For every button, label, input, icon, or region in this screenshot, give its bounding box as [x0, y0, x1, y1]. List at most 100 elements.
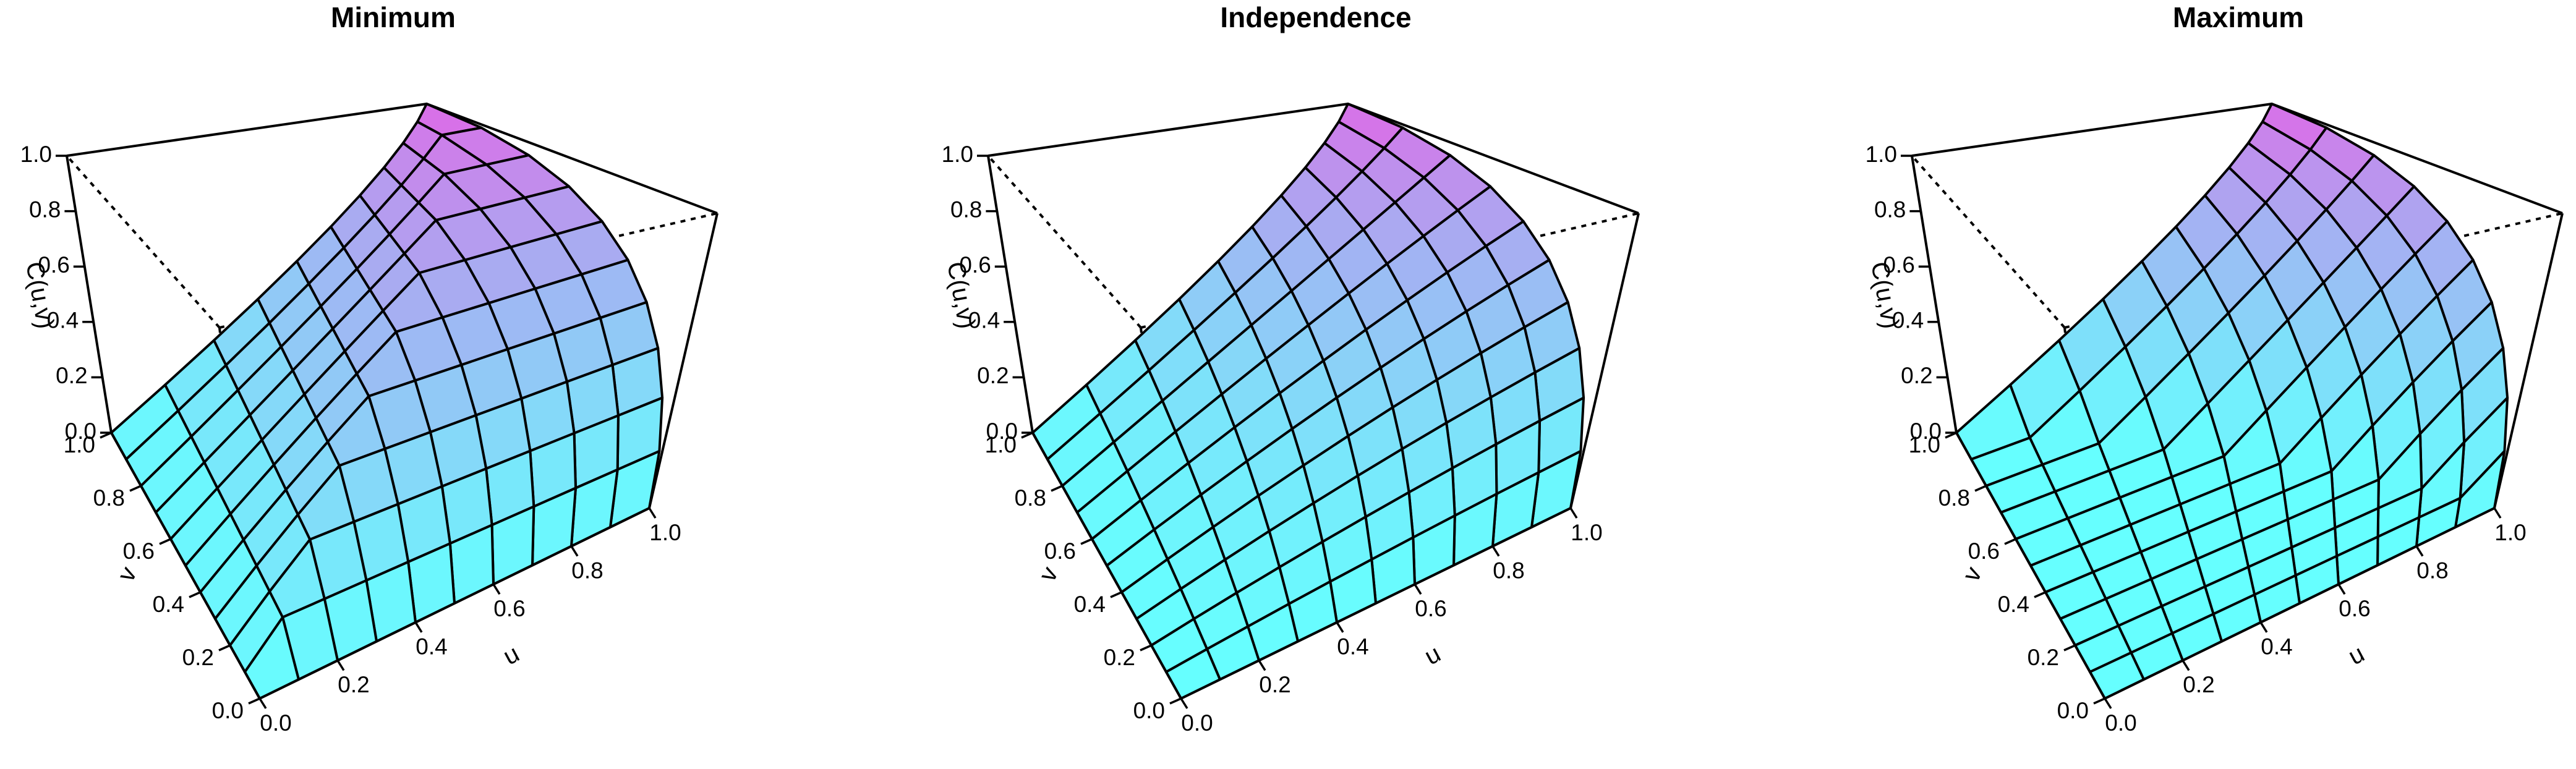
- u-tick-mark: [258, 698, 267, 709]
- panel-title: Maximum: [2173, 1, 2304, 33]
- v-axis-label: v: [113, 563, 142, 586]
- v-tick-label: 1.0: [1909, 432, 1940, 457]
- u-tick-mark: [336, 660, 345, 671]
- v-tick-label: 0.0: [212, 698, 244, 723]
- u-tick-label: 0.2: [2183, 672, 2214, 697]
- v-tick-mark: [2004, 538, 2016, 545]
- u-tick-label: 0.2: [1259, 672, 1290, 697]
- z-tick-label: 0.2: [1901, 363, 1932, 388]
- u-tick-mark: [414, 621, 423, 633]
- u-tick-mark: [1491, 545, 1500, 557]
- box-edge: [2271, 103, 2563, 215]
- v-tick-label: 0.4: [1074, 592, 1106, 617]
- v-tick-mark: [129, 485, 142, 492]
- u-tick-mark: [492, 584, 501, 595]
- box-edge: [987, 103, 1349, 157]
- v-tick-mark: [1974, 485, 1987, 492]
- v-tick-mark: [248, 697, 260, 705]
- v-axis-label: v: [1958, 563, 1987, 586]
- v-tick-mark: [218, 644, 231, 652]
- hidden-edge: [987, 155, 1142, 329]
- v-tick-mark: [1169, 697, 1182, 705]
- v-tick-label: 0.4: [153, 592, 184, 617]
- v-tick-label: 0.0: [1133, 698, 1165, 723]
- u-tick-label: 0.8: [571, 558, 603, 583]
- z-tick-label: 0.0: [65, 418, 96, 444]
- u-tick-mark: [1569, 508, 1578, 519]
- z-tick-label: 0.6: [38, 252, 69, 278]
- z-tick-label: 0.4: [1892, 308, 1924, 333]
- box-edge: [1031, 432, 1182, 699]
- v-tick-mark: [1140, 644, 1152, 652]
- v-tick-label: 1.0: [985, 432, 1017, 457]
- z-tick-label: 0.2: [56, 363, 87, 388]
- u-tick-mark: [1258, 660, 1266, 671]
- panel-minimum: Minimum0.00.20.40.60.81.0C(u,v)0.00.20.4…: [20, 1, 719, 736]
- v-tick-mark: [1110, 591, 1122, 598]
- v-tick-mark: [1080, 538, 1093, 545]
- v-tick-mark: [2093, 697, 2105, 705]
- box-edge: [987, 155, 1034, 433]
- z-tick-label: 0.6: [959, 252, 991, 278]
- u-tick-label: 0.0: [260, 710, 291, 736]
- u-tick-label: 0.4: [416, 634, 447, 660]
- box-edge: [1569, 213, 1640, 509]
- box-edge: [259, 507, 650, 700]
- v-tick-mark: [1051, 485, 1063, 492]
- u-tick-label: 0.0: [1181, 710, 1213, 736]
- v-tick-label: 0.8: [1015, 485, 1046, 511]
- v-tick-label: 0.4: [1998, 592, 2029, 617]
- v-tick-label: 0.0: [2057, 698, 2089, 723]
- u-tick-label: 0.4: [2261, 634, 2292, 660]
- u-tick-label: 0.6: [1415, 596, 1446, 621]
- u-tick-mark: [2493, 508, 2502, 519]
- hidden-edge: [66, 155, 221, 329]
- box-edge: [66, 103, 427, 157]
- box-edge: [1955, 432, 2106, 699]
- v-tick-label: 0.2: [182, 645, 214, 670]
- u-axis-label: u: [1420, 640, 1445, 670]
- box-edge: [66, 155, 113, 433]
- v-tick-label: 0.8: [1938, 485, 1970, 511]
- u-tick-mark: [2337, 584, 2346, 595]
- hidden-edge: [1911, 155, 2066, 329]
- panel-maximum: Maximum0.00.20.40.60.81.0C(u,v)0.00.20.4…: [1866, 1, 2564, 736]
- u-tick-label: 0.6: [2339, 596, 2370, 621]
- u-tick-mark: [1180, 698, 1188, 709]
- u-tick-label: 1.0: [2494, 520, 2526, 545]
- z-tick-label: 0.4: [47, 308, 79, 333]
- v-tick-mark: [1021, 431, 1033, 439]
- panel-title: Minimum: [331, 1, 456, 33]
- box-edge: [1911, 103, 2272, 157]
- u-axis-label: u: [2344, 640, 2369, 670]
- v-tick-label: 0.6: [1968, 538, 2000, 564]
- u-axis-label: u: [499, 640, 524, 670]
- v-tick-mark: [1945, 431, 1957, 439]
- v-tick-mark: [100, 431, 112, 439]
- box-edge: [648, 213, 719, 509]
- u-tick-label: 0.4: [1337, 634, 1368, 660]
- u-tick-mark: [2415, 545, 2424, 557]
- box-edge: [2104, 507, 2495, 700]
- v-tick-label: 0.6: [1044, 538, 1076, 564]
- u-tick-mark: [1336, 621, 1344, 633]
- box-edge: [1347, 103, 1639, 215]
- z-tick-label: 0.0: [1910, 418, 1942, 444]
- u-tick-mark: [2259, 621, 2268, 633]
- u-tick-mark: [1414, 584, 1422, 595]
- u-tick-label: 0.8: [2416, 558, 2448, 583]
- panel-independence: Independence0.00.20.40.60.81.0C(u,v)0.00…: [942, 1, 1640, 736]
- z-tick-label: 0.8: [29, 197, 61, 222]
- v-tick-mark: [2034, 591, 2046, 598]
- v-axis-label: v: [1034, 563, 1064, 586]
- panel-title: Independence: [1220, 1, 1411, 33]
- z-tick-label: 0.2: [977, 363, 1009, 388]
- z-tick-label: 1.0: [1866, 142, 1897, 167]
- u-tick-mark: [2104, 698, 2112, 709]
- u-tick-label: 1.0: [649, 520, 681, 545]
- z-tick-label: 1.0: [20, 142, 52, 167]
- u-tick-label: 0.0: [2105, 710, 2136, 736]
- u-tick-label: 0.8: [1493, 558, 1524, 583]
- u-tick-label: 1.0: [1571, 520, 1602, 545]
- v-tick-label: 0.2: [2028, 645, 2059, 670]
